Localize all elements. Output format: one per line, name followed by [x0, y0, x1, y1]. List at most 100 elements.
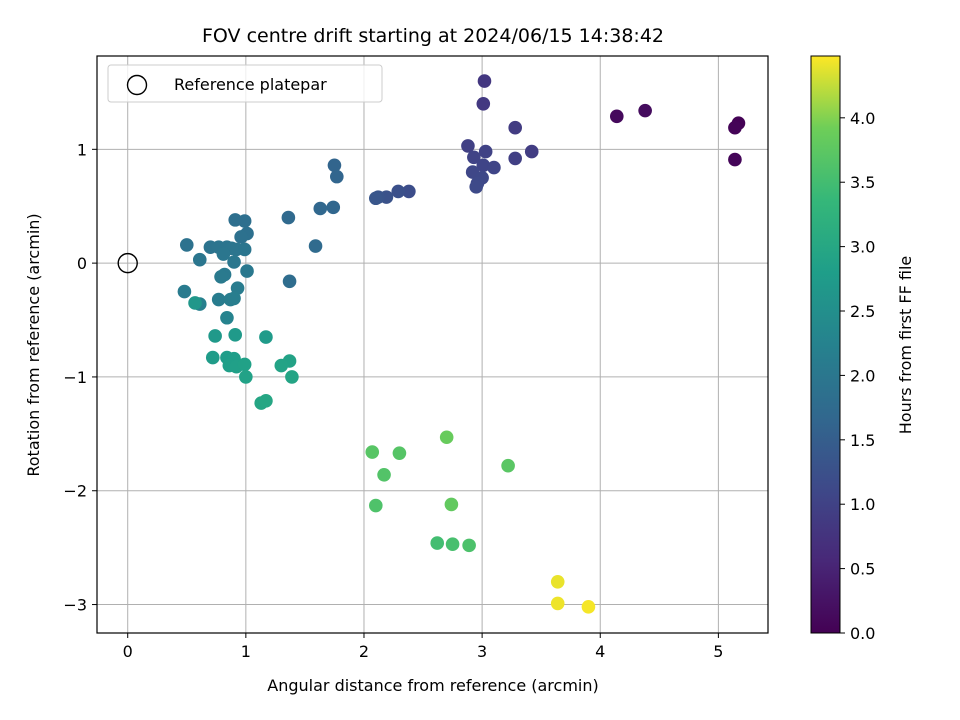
data-point: [205, 350, 220, 365]
data-point: [259, 394, 273, 408]
colorbar-tick-label: 4.0: [850, 109, 875, 128]
data-point: [638, 103, 652, 118]
data-point: [377, 468, 391, 482]
data-point: [179, 238, 194, 252]
data-point: [227, 255, 241, 269]
data-point: [462, 538, 476, 553]
legend-box: [107, 64, 383, 103]
data-point: [609, 109, 624, 124]
reference-platepar-marker: [117, 252, 138, 274]
plot-frame: [96, 55, 769, 634]
x-tick-label: 0: [123, 642, 133, 661]
data-point: [327, 158, 342, 173]
data-point: [581, 600, 596, 614]
data-point: [550, 574, 565, 589]
data-points: [177, 74, 746, 614]
data-point: [476, 158, 491, 173]
x-tick-label: 2: [359, 642, 369, 661]
x-axis-ticks: 0 1 2 3 4 5: [123, 633, 723, 661]
data-point: [240, 264, 254, 278]
y-tick-label: 1: [77, 140, 87, 159]
y-axis-label: Rotation from reference (arcmin): [24, 213, 43, 476]
reference-marker-layer: [117, 252, 138, 274]
colorbar-tick-label: 3.0: [850, 238, 875, 257]
data-point: [524, 144, 539, 159]
data-point: [402, 184, 416, 199]
data-point: [274, 358, 289, 373]
data-point: [237, 214, 252, 228]
chart-title: FOV centre drift starting at 2024/06/15 …: [202, 25, 664, 47]
data-point: [476, 96, 491, 111]
data-point: [550, 596, 565, 611]
colorbar-tick-label: 2.5: [850, 302, 875, 321]
y-axis-ticks: 1 0 −1 −2 −3: [63, 140, 97, 615]
data-point: [234, 230, 248, 244]
legend-label: Reference platepar: [174, 75, 327, 94]
data-point: [430, 536, 445, 550]
data-point: [188, 296, 202, 310]
data-point: [508, 151, 522, 166]
data-point: [467, 150, 481, 165]
data-point: [228, 328, 243, 342]
x-tick-label: 1: [241, 642, 251, 661]
data-point: [282, 274, 297, 289]
data-point: [220, 310, 234, 325]
data-point: [478, 144, 493, 159]
data-point: [214, 269, 228, 284]
y-tick-label: −1: [63, 368, 87, 387]
data-point: [227, 291, 241, 306]
data-point: [237, 357, 252, 372]
colorbar: 0.0 0.5 1.0 1.5 2.0 2.5 3.0 3.5 4.0 Hours from f…: [810, 55, 915, 643]
colorbar-tick-label: 3.5: [850, 173, 875, 192]
colorbar-ticks: 0.0 0.5 1.0 1.5 2.0 2.5 3.0 3.5 4.0: [840, 109, 875, 643]
y-tick-label: −2: [63, 482, 87, 501]
data-point: [192, 252, 207, 267]
data-point: [208, 329, 222, 343]
data-point: [501, 458, 515, 473]
data-point: [326, 200, 341, 215]
data-point: [392, 446, 407, 460]
data-point: [365, 445, 380, 459]
data-point: [281, 210, 296, 225]
x-tick-label: 3: [477, 642, 487, 661]
colorbar-label: Hours from first FF file: [896, 256, 915, 435]
x-tick-label: 5: [713, 642, 723, 661]
data-point: [444, 497, 459, 512]
data-point: [728, 120, 742, 135]
data-point: [313, 201, 328, 216]
data-point: [177, 284, 192, 299]
data-point: [211, 292, 226, 307]
data-point: [285, 370, 299, 384]
data-point: [508, 120, 522, 135]
data-point: [230, 281, 245, 295]
colorbar-frame: [810, 55, 841, 634]
data-point: [330, 169, 344, 184]
x-axis-label: Angular distance from reference (arcmin): [267, 676, 598, 695]
colorbar-tick-label: 0.5: [850, 560, 875, 579]
colorbar-tick-label: 1.5: [850, 431, 875, 450]
data-point: [239, 370, 253, 384]
data-point: [308, 239, 323, 253]
colorbar-tick-label: 0.0: [850, 624, 875, 643]
colorbar-tick-label: 1.0: [850, 495, 875, 514]
data-point: [439, 430, 454, 445]
colorbar-tick-label: 2.0: [850, 366, 875, 385]
data-point: [237, 242, 252, 257]
data-point: [445, 537, 460, 552]
x-tick-label: 4: [595, 642, 605, 661]
data-point: [469, 180, 484, 194]
data-point: [368, 498, 383, 513]
data-point: [216, 247, 231, 261]
legend: Reference platepar: [107, 64, 383, 103]
grid-lines: [97, 56, 768, 633]
y-tick-label: 0: [77, 254, 87, 273]
colorbar-gradient: [811, 56, 840, 633]
data-point: [487, 160, 501, 175]
data-point: [259, 330, 273, 344]
data-point: [728, 152, 742, 167]
data-point: [477, 74, 492, 88]
data-point: [461, 139, 475, 153]
legend-marker-open-circle: [126, 74, 148, 96]
y-tick-label: −3: [63, 596, 87, 615]
